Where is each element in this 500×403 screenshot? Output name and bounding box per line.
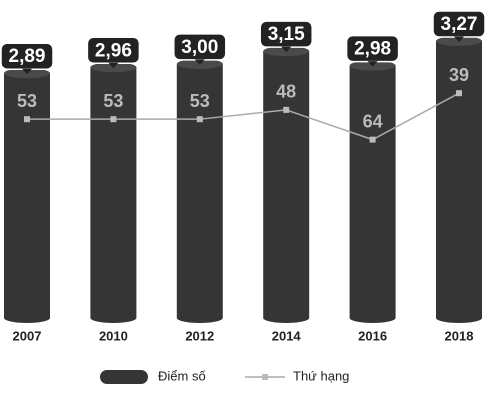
rank-label: 53: [103, 91, 123, 111]
rank-line: [27, 92, 460, 141]
x-tick-label: 2018: [445, 328, 474, 343]
value-label: 3,00: [181, 37, 218, 58]
rank-point: [369, 136, 376, 143]
value-label-pointer: [367, 61, 378, 67]
value-label: 2,89: [9, 46, 46, 67]
value-label-pointer: [281, 46, 292, 53]
value-label: 2,98: [354, 39, 391, 60]
value-label: 3,27: [441, 14, 478, 35]
rank-point: [110, 116, 117, 123]
bar-body: [90, 67, 137, 323]
rank-label: 53: [17, 91, 37, 111]
bar: [349, 60, 396, 324]
rank-label: 53: [190, 91, 210, 111]
rank-label: 48: [276, 82, 296, 102]
legend-label: Thứ hạng: [293, 368, 349, 383]
x-tick-label: 2007: [13, 328, 42, 343]
rank-point: [283, 106, 290, 113]
legend-swatch-point: [262, 374, 268, 380]
value-label-pointer: [454, 36, 464, 43]
bar-body: [349, 65, 396, 324]
bar-body: [263, 51, 310, 324]
x-tick-label: 2010: [99, 328, 128, 343]
value-label: 3,15: [268, 24, 305, 45]
rank-point: [456, 90, 462, 97]
rank-label: 39: [449, 65, 469, 85]
legend-label: Điểm số: [158, 368, 206, 383]
x-tick-label: 2012: [185, 328, 214, 343]
bar-body: [4, 73, 50, 323]
rank-label: 64: [363, 111, 383, 131]
bar-body: [436, 41, 482, 323]
rank-point: [24, 116, 30, 123]
legend-swatch: [100, 370, 148, 384]
value-label-pointer: [22, 68, 32, 75]
value-label-pointer: [108, 62, 119, 69]
rank-point: [196, 116, 203, 123]
bar: [263, 46, 310, 324]
value-label-pointer: [194, 59, 205, 65]
x-tick-label: 2016: [358, 328, 387, 343]
value-label: 2,96: [95, 40, 132, 61]
x-tick-label: 2014: [272, 328, 302, 343]
bar-body: [176, 63, 223, 323]
